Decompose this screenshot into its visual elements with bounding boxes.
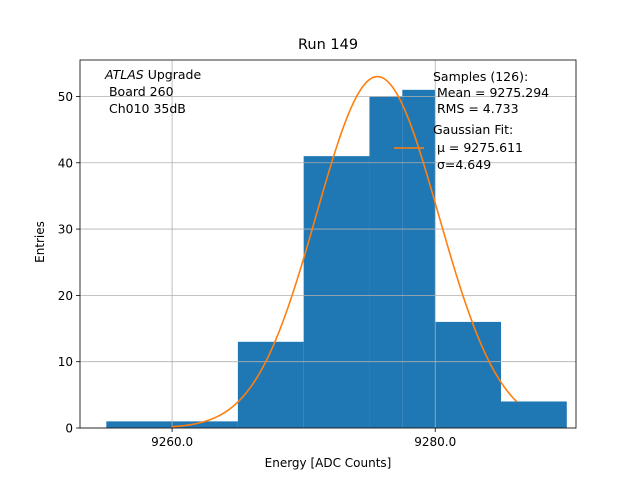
- x-axis-label: Energy [ADC Counts]: [265, 456, 392, 470]
- legend-fit-title: Gaussian Fit:: [433, 122, 513, 137]
- y-tick-label-5: 50: [58, 90, 73, 104]
- annotation-line-1: ATLAS Upgrade: [104, 67, 201, 82]
- upgrade-label: Upgrade: [144, 67, 202, 82]
- gaussian-fit-curve: [172, 75, 518, 428]
- histogram-bar-7: [501, 401, 567, 428]
- legend-mu-line: μ = 9275.611: [433, 140, 523, 155]
- legend: Samples (126): Mean = 9275.294 RMS = 4.7…: [394, 69, 549, 172]
- histogram-bar-3: [303, 156, 370, 428]
- histogram-bar-1: [172, 421, 238, 428]
- y-tick-label-4: 40: [58, 156, 73, 170]
- legend-rms-line: RMS = 4.733: [433, 101, 519, 116]
- x-tick-label-1: 9280.0: [414, 435, 456, 449]
- legend-samples-line: Samples (126):: [433, 69, 528, 84]
- histogram-bar-0: [106, 421, 173, 428]
- annotation-line-3: Ch010 35dB: [105, 101, 186, 116]
- x-tick-label-0: 9260.0: [151, 435, 193, 449]
- y-tick-label-0: 0: [65, 422, 73, 436]
- y-tick-label-1: 10: [58, 355, 73, 369]
- legend-mean-line: Mean = 9275.294: [433, 85, 549, 100]
- histogram-bar-5: [402, 89, 436, 429]
- histogram-bar-2: [237, 341, 304, 428]
- info-annotation: ATLAS Upgrade Board 260 Ch010 35dB: [104, 67, 201, 116]
- y-tick-label-3: 30: [58, 223, 73, 237]
- axis-ticks: 9260.0 9280.0 0 10 20 30 40 50: [58, 90, 457, 449]
- histogram-bar-6: [435, 321, 502, 428]
- axes-frame: [79, 59, 577, 429]
- legend-sigma-line: σ=4.649: [433, 157, 491, 172]
- y-axis-label: Entries: [33, 221, 47, 263]
- atlas-label: ATLAS: [104, 67, 144, 82]
- annotation-line-2: Board 260: [105, 84, 174, 99]
- chart-title: Run 149: [298, 37, 358, 53]
- y-tick-label-2: 20: [58, 289, 73, 303]
- histogram-bar-4: [369, 96, 403, 428]
